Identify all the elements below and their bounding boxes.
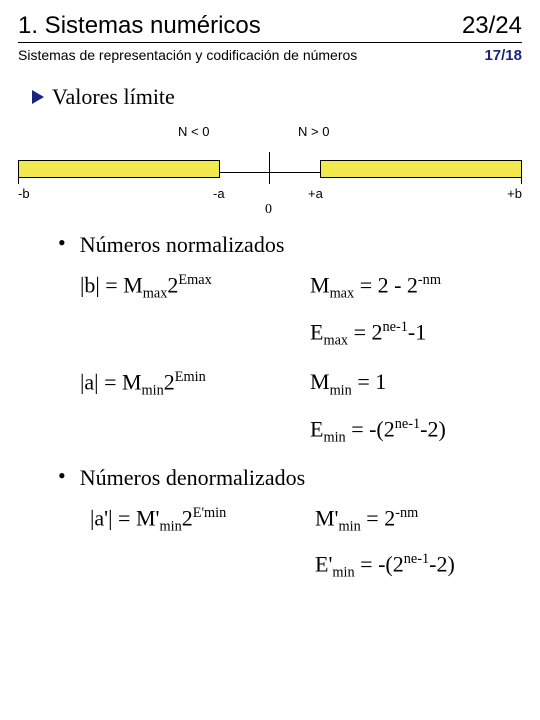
- formula-sections: • Números normalizados |b| = Mmax2EmaxMmax…: [18, 232, 522, 582]
- bullet-dot-icon: •: [58, 465, 66, 491]
- section-heading: Valores límite: [32, 84, 522, 110]
- formula-lhs: |a| = Mmin2Emin: [80, 369, 292, 446]
- label-minus-a: -a: [213, 186, 225, 201]
- formula-rhs: Mmax = 2 - 2-nmEmax = 2ne-1-1: [310, 272, 522, 349]
- slide-header: 1. Sistemas numéricos 23/24: [18, 12, 522, 43]
- label-plus-a: +a: [308, 186, 323, 201]
- page-number: 23/24: [462, 12, 522, 40]
- formula-rhs: M'min = 2-nmE'min = -(2ne-1-2): [315, 505, 522, 582]
- range-bar-positive: [320, 160, 522, 178]
- chapter-title: 1. Sistemas numéricos: [18, 12, 261, 40]
- label-plus-b: +b: [507, 186, 522, 201]
- formula-lhs: |b| = Mmax2Emax: [80, 272, 292, 349]
- subsection-title: Números normalizados: [80, 232, 285, 258]
- label-zero: 0: [265, 202, 272, 218]
- formula-lhs: |a'| = M'min2E'min: [90, 505, 297, 582]
- subsection-heading: • Números denormalizados: [58, 465, 522, 491]
- subsection-heading: • Números normalizados: [58, 232, 522, 258]
- subsection-title: Números denormalizados: [80, 465, 305, 491]
- formula-grid: |b| = Mmax2EmaxMmax = 2 - 2-nmEmax = 2ne…: [80, 272, 522, 447]
- formula-rhs: Mmin = 1Emin = -(2ne-1-2): [310, 369, 522, 446]
- section-title: Valores límite: [52, 84, 175, 110]
- slide-subheader: Sistemas de representación y codificació…: [18, 47, 522, 64]
- tick-zero: [269, 152, 270, 184]
- number-line-diagram: N < 0 N > 0 -b -a 0 +a +b: [18, 124, 522, 214]
- triangle-bullet-icon: [32, 90, 44, 104]
- sub-page-number: 17/18: [484, 47, 522, 64]
- tick-plus-b: [521, 166, 522, 184]
- formula-grid: |a'| = M'min2E'minM'min = 2-nmE'min = -(…: [90, 505, 522, 582]
- subtitle: Sistemas de representación y codificació…: [18, 47, 357, 63]
- bullet-dot-icon: •: [58, 232, 66, 258]
- range-bar-negative: [18, 160, 220, 178]
- n-gt-label: N > 0: [298, 124, 329, 139]
- n-lt-label: N < 0: [178, 124, 209, 139]
- label-minus-b: -b: [18, 186, 30, 201]
